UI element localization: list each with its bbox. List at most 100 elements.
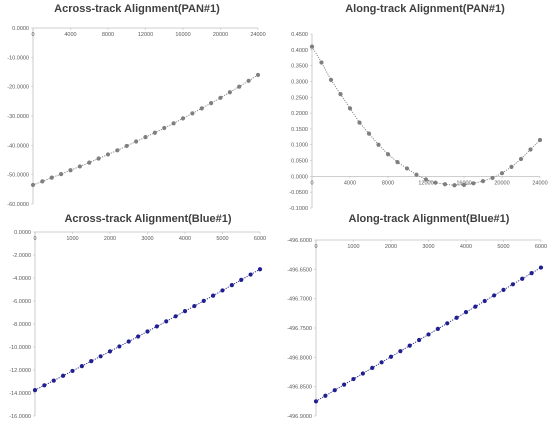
data-point bbox=[227, 90, 232, 95]
data-point bbox=[162, 125, 167, 131]
y-tick-label: 0.0000 bbox=[12, 26, 29, 32]
y-tick-label: -496.7000 bbox=[287, 297, 312, 303]
data-point bbox=[414, 172, 419, 177]
y-tick-label: -50.0000 bbox=[7, 173, 29, 179]
data-point bbox=[70, 368, 75, 374]
x-tick-label: 0 bbox=[310, 180, 313, 186]
data-point bbox=[201, 298, 206, 303]
y-tick-label: -14.0000 bbox=[9, 391, 31, 397]
data-point bbox=[79, 363, 84, 369]
data-point bbox=[509, 164, 514, 169]
data-point bbox=[452, 183, 457, 188]
data-point bbox=[136, 334, 141, 339]
data-point bbox=[105, 152, 111, 157]
data-point bbox=[107, 349, 113, 354]
y-tick-label: -12.0000 bbox=[9, 368, 31, 374]
data-point bbox=[182, 309, 188, 314]
data-point bbox=[338, 92, 343, 97]
chart-title: Across-track Alignment(PAN#1) bbox=[54, 3, 220, 15]
data-point bbox=[370, 365, 375, 370]
chart-along-track-pan: Along-track Alignment(PAN#1) 0.4500 0.4000… bbox=[289, 3, 547, 212]
x-tick-label: 8000 bbox=[102, 32, 114, 38]
data-point bbox=[492, 293, 497, 298]
x-tick-label: 6000 bbox=[254, 236, 266, 242]
y-tick-label: 0.2000 bbox=[291, 111, 308, 117]
data-point bbox=[239, 277, 244, 282]
data-point bbox=[357, 120, 362, 125]
y-tick-label: -10.0000 bbox=[7, 55, 29, 61]
data-point bbox=[173, 314, 178, 319]
x-tick-label: 6000 bbox=[535, 244, 547, 250]
chart-title: Across-track Alignment(Blue#1) bbox=[64, 213, 231, 225]
x-tick-label: 2000 bbox=[104, 236, 116, 242]
data-point bbox=[463, 310, 469, 315]
data-point bbox=[237, 84, 242, 89]
y-tick-label: 0.1000 bbox=[291, 143, 308, 149]
data-point bbox=[152, 130, 157, 135]
x-tick-label: 8000 bbox=[382, 180, 394, 186]
x-tick-label: 16000 bbox=[175, 32, 190, 38]
y-tick-label: -496.6500 bbox=[287, 267, 312, 273]
data-point bbox=[164, 319, 169, 324]
y-tick-label: -8.0000 bbox=[12, 322, 31, 328]
data-point bbox=[171, 121, 176, 126]
data-point bbox=[518, 156, 524, 162]
x-tick-label: 1000 bbox=[66, 236, 78, 242]
data-point bbox=[61, 373, 66, 378]
data-point bbox=[87, 160, 92, 165]
y-tick-label: 0.3000 bbox=[291, 79, 308, 85]
data-point bbox=[229, 283, 234, 288]
data-point bbox=[423, 177, 429, 182]
data-point bbox=[309, 44, 315, 49]
data-point bbox=[351, 376, 356, 382]
data-point bbox=[499, 171, 505, 176]
y-tick-label: 0.4000 bbox=[291, 48, 308, 54]
y-tick-label: 0.2500 bbox=[291, 95, 308, 101]
y-tick-label: -496.9000 bbox=[287, 414, 312, 420]
data-point bbox=[510, 282, 515, 287]
data-point bbox=[209, 100, 214, 106]
data-point bbox=[77, 164, 82, 169]
data-point bbox=[433, 180, 438, 185]
data-point bbox=[480, 179, 486, 184]
data-point bbox=[96, 156, 101, 161]
data-point bbox=[192, 303, 197, 309]
x-tick-label: 4000 bbox=[460, 244, 472, 250]
x-tick-label: 0 bbox=[314, 244, 317, 250]
data-point bbox=[154, 324, 159, 329]
y-tick-label: -20.0000 bbox=[7, 85, 29, 91]
x-tick-label: 12000 bbox=[418, 180, 433, 186]
y-tick-label: -496.7500 bbox=[287, 326, 312, 332]
y-tick-label: -60.0000 bbox=[7, 202, 29, 208]
data-point bbox=[332, 388, 337, 393]
data-point bbox=[398, 349, 403, 354]
y-tick-label: -496.8500 bbox=[287, 385, 312, 391]
x-tick-label: 4000 bbox=[64, 32, 76, 38]
x-tick-label: 3000 bbox=[422, 244, 434, 250]
data-point bbox=[30, 182, 36, 188]
y-tick-label: 0.1500 bbox=[291, 127, 308, 133]
data-point bbox=[51, 378, 56, 383]
data-point bbox=[379, 360, 384, 365]
data-point bbox=[537, 137, 543, 143]
data-point bbox=[115, 148, 120, 153]
data-point bbox=[388, 354, 394, 359]
data-point bbox=[407, 343, 412, 348]
data-point bbox=[528, 147, 533, 152]
data-point bbox=[385, 152, 391, 157]
x-tick-label: 4000 bbox=[344, 180, 356, 186]
x-tick-label: 3000 bbox=[141, 236, 153, 242]
data-point bbox=[426, 332, 431, 337]
x-tick-label: 20000 bbox=[494, 180, 509, 186]
y-tick-label: 0.4500 bbox=[291, 32, 308, 38]
series-line bbox=[32, 74, 259, 186]
data-point bbox=[342, 382, 347, 387]
data-point bbox=[124, 143, 129, 149]
chart-along-track-blue: Along-track Alignment(Blue#1) -496.6000 -4… bbox=[287, 213, 547, 420]
y-tick-label: -16.0000 bbox=[9, 414, 31, 420]
data-point bbox=[89, 359, 94, 364]
y-tick-label: 0.0000 bbox=[291, 174, 308, 180]
series-line bbox=[311, 46, 541, 186]
data-point bbox=[461, 182, 467, 188]
